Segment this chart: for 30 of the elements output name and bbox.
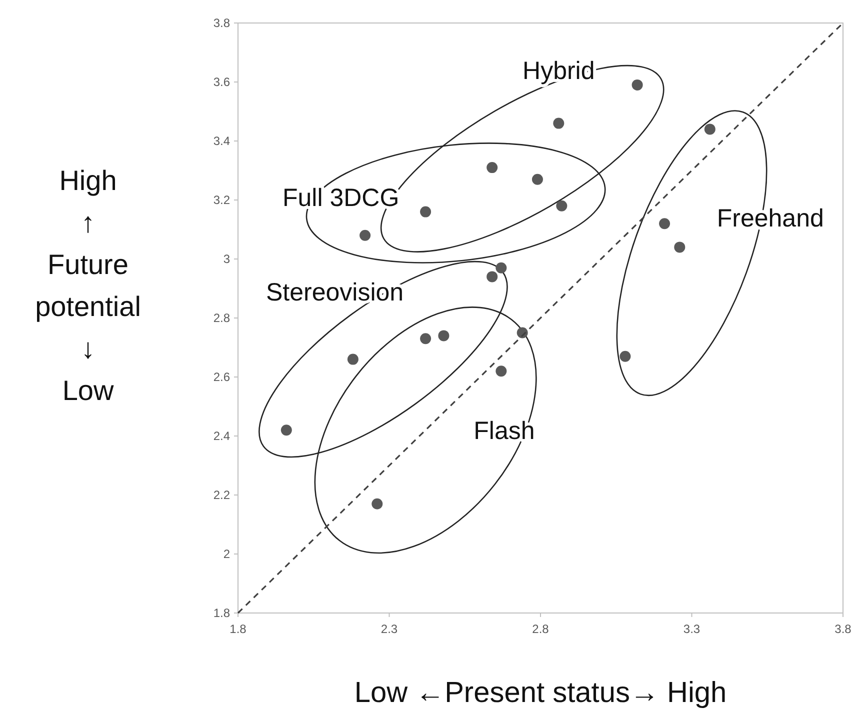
annotation: Hybrid xyxy=(522,57,595,86)
point xyxy=(372,498,383,510)
y-tick-label: 3.2 xyxy=(213,193,230,207)
x-axis-title: Low ←Present status→ High xyxy=(354,677,727,709)
point xyxy=(360,230,371,241)
x-tick-label: 3.3 xyxy=(683,622,700,636)
x-tick-label: 2.8 xyxy=(532,622,550,636)
y-tick-label: 1.8 xyxy=(213,606,230,620)
point xyxy=(496,262,507,274)
y-tick-label: 2.2 xyxy=(213,488,230,502)
y-tick-label: 3.8 xyxy=(213,16,230,30)
point xyxy=(486,271,498,282)
point xyxy=(704,124,716,135)
point xyxy=(674,242,686,253)
point xyxy=(620,350,631,362)
point xyxy=(438,330,450,342)
y-axis-title: High ↑ Future potential ↓ Low xyxy=(35,165,141,406)
point xyxy=(280,424,292,436)
point xyxy=(496,366,507,377)
y-tick-label: 2 xyxy=(223,547,230,561)
y-tick-label: 3.6 xyxy=(213,75,230,89)
y-tick-label: 3 xyxy=(223,252,230,266)
y-tick-label: 2.4 xyxy=(213,429,230,443)
y-tick-label: 3.4 xyxy=(213,134,230,148)
point xyxy=(420,333,432,344)
x-tick-label: 2.3 xyxy=(380,622,398,636)
y-tick-label: 2.6 xyxy=(213,370,230,384)
y-tick-label: 2.8 xyxy=(213,311,230,325)
x-tick-label: 3.8 xyxy=(834,622,852,636)
point xyxy=(347,354,358,365)
